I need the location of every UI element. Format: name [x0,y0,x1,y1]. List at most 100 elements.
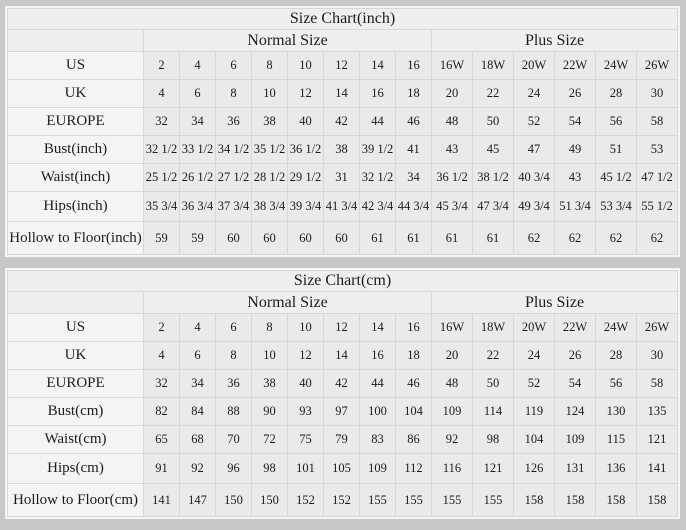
size-value-cell: 22W [554,51,596,80]
corner-cell [7,29,144,52]
size-value-cell: 53 3/4 [595,191,637,222]
size-chart-cm: Size Chart(cm) Normal Size Plus Size US 2 4 6 8… [7,270,678,517]
size-value-cell: 58 [636,369,678,398]
column-group-plus-size: Plus Size [431,291,678,314]
size-value-cell: 44 3/4 [395,191,432,222]
size-value-cell: 49 3/4 [513,191,555,222]
size-value-cell: 14 [359,313,396,342]
size-value-cell: 8 [251,313,288,342]
size-value-cell: 152 [323,483,360,517]
size-value-cell: 14 [323,341,360,370]
size-value-cell: 109 [359,453,396,484]
size-value-cell: 109 [431,397,473,426]
size-value-cell: 12 [323,313,360,342]
size-value-cell: 35 1/2 [251,135,288,164]
size-value-cell: 112 [395,453,432,484]
size-value-cell: 24 [513,341,555,370]
size-value-cell: 37 3/4 [215,191,252,222]
size-value-cell: 6 [215,313,252,342]
size-value-cell: 20 [431,79,473,108]
size-value-cell: 2 [143,313,180,342]
size-value-cell: 39 1/2 [359,135,396,164]
size-value-cell: 61 [359,221,396,255]
size-value-cell: 62 [554,221,596,255]
size-value-cell: 14 [359,51,396,80]
size-value-cell: 86 [395,425,432,454]
size-value-cell: 104 [513,425,555,454]
size-value-cell: 51 [595,135,637,164]
size-value-cell: 101 [287,453,324,484]
size-value-cell: 4 [143,341,180,370]
size-value-cell: 62 [636,221,678,255]
size-value-cell: 155 [395,483,432,517]
size-value-cell: 6 [179,79,216,108]
size-value-cell: 79 [323,425,360,454]
size-value-cell: 150 [251,483,288,517]
size-value-cell: 32 1/2 [143,135,180,164]
size-value-cell: 8 [215,341,252,370]
size-value-cell: 126 [513,453,555,484]
row-label: Bust(cm) [7,397,144,426]
size-value-cell: 75 [287,425,324,454]
column-group-normal-size: Normal Size [143,29,432,52]
size-value-cell: 36 1/2 [431,163,473,192]
table-row: Bust(inch) 32 1/2 33 1/2 34 1/2 35 1/2 36 1/2… [7,135,678,164]
size-value-cell: 60 [287,221,324,255]
size-value-cell: 47 [513,135,555,164]
row-label: Waist(inch) [7,163,144,192]
size-value-cell: 14 [323,79,360,108]
size-value-cell: 18 [395,79,432,108]
size-value-cell: 93 [287,397,324,426]
size-value-cell: 34 [395,163,432,192]
size-value-cell: 25 1/2 [143,163,180,192]
row-label: Bust(inch) [7,135,144,164]
size-value-cell: 98 [472,425,514,454]
table-row: UK 4 6 8 10 12 14 16 18 20 22 24 26 28 30 [7,341,678,370]
size-value-cell: 50 [472,369,514,398]
size-value-cell: 124 [554,397,596,426]
size-value-cell: 12 [287,341,324,370]
size-value-cell: 39 3/4 [287,191,324,222]
size-value-cell: 46 [395,369,432,398]
size-value-cell: 45 [472,135,514,164]
row-label: Hips(cm) [7,453,144,484]
size-value-cell: 10 [251,341,288,370]
size-value-cell: 114 [472,397,514,426]
size-value-cell: 84 [179,397,216,426]
table-row: US 2 4 6 8 10 12 14 16 16W 18W 20W 22W 24W 26W [7,51,678,80]
size-value-cell: 119 [513,397,555,426]
size-value-cell: 158 [595,483,637,517]
size-value-cell: 147 [179,483,216,517]
size-value-cell: 98 [251,453,288,484]
size-value-cell: 105 [323,453,360,484]
size-value-cell: 60 [215,221,252,255]
size-value-cell: 42 3/4 [359,191,396,222]
size-value-cell: 52 [513,369,555,398]
size-value-cell: 28 [595,341,637,370]
size-value-cell: 33 1/2 [179,135,216,164]
size-value-cell: 100 [359,397,396,426]
column-group-plus-size: Plus Size [431,29,678,52]
table-row: Waist(cm) 65 68 70 72 75 79 83 86 92 98 104 109 115 12… [7,425,678,454]
size-value-cell: 32 [143,369,180,398]
size-value-cell: 155 [359,483,396,517]
size-value-cell: 155 [431,483,473,517]
size-value-cell: 12 [287,79,324,108]
size-value-cell: 45 3/4 [431,191,473,222]
size-value-cell: 43 [431,135,473,164]
size-value-cell: 40 3/4 [513,163,555,192]
size-value-cell: 56 [595,369,637,398]
size-value-cell: 18W [472,313,514,342]
size-value-cell: 61 [431,221,473,255]
size-value-cell: 26 [554,79,596,108]
size-value-cell: 24W [595,51,637,80]
row-label: US [7,51,144,80]
size-value-cell: 68 [179,425,216,454]
size-value-cell: 152 [287,483,324,517]
size-value-cell: 4 [143,79,180,108]
size-value-cell: 92 [179,453,216,484]
size-value-cell: 36 [215,369,252,398]
size-value-cell: 48 [431,369,473,398]
size-value-cell: 30 [636,79,678,108]
size-value-cell: 158 [636,483,678,517]
